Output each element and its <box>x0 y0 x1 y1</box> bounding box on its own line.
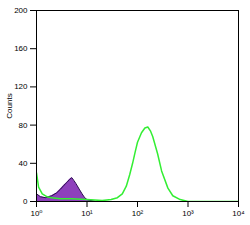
svg-text:Counts: Counts <box>5 93 14 118</box>
svg-text:10²: 10² <box>132 209 144 218</box>
svg-text:10³: 10³ <box>182 209 194 218</box>
svg-text:160: 160 <box>14 44 28 53</box>
svg-text:200: 200 <box>14 6 28 15</box>
svg-text:10¹: 10¹ <box>81 209 93 218</box>
svg-text:0: 0 <box>23 197 28 206</box>
svg-text:10⁴: 10⁴ <box>232 209 245 218</box>
svg-text:80: 80 <box>19 121 28 130</box>
svg-text:40: 40 <box>19 159 28 168</box>
svg-text:120: 120 <box>14 82 28 91</box>
svg-text:10⁰: 10⁰ <box>30 209 42 218</box>
